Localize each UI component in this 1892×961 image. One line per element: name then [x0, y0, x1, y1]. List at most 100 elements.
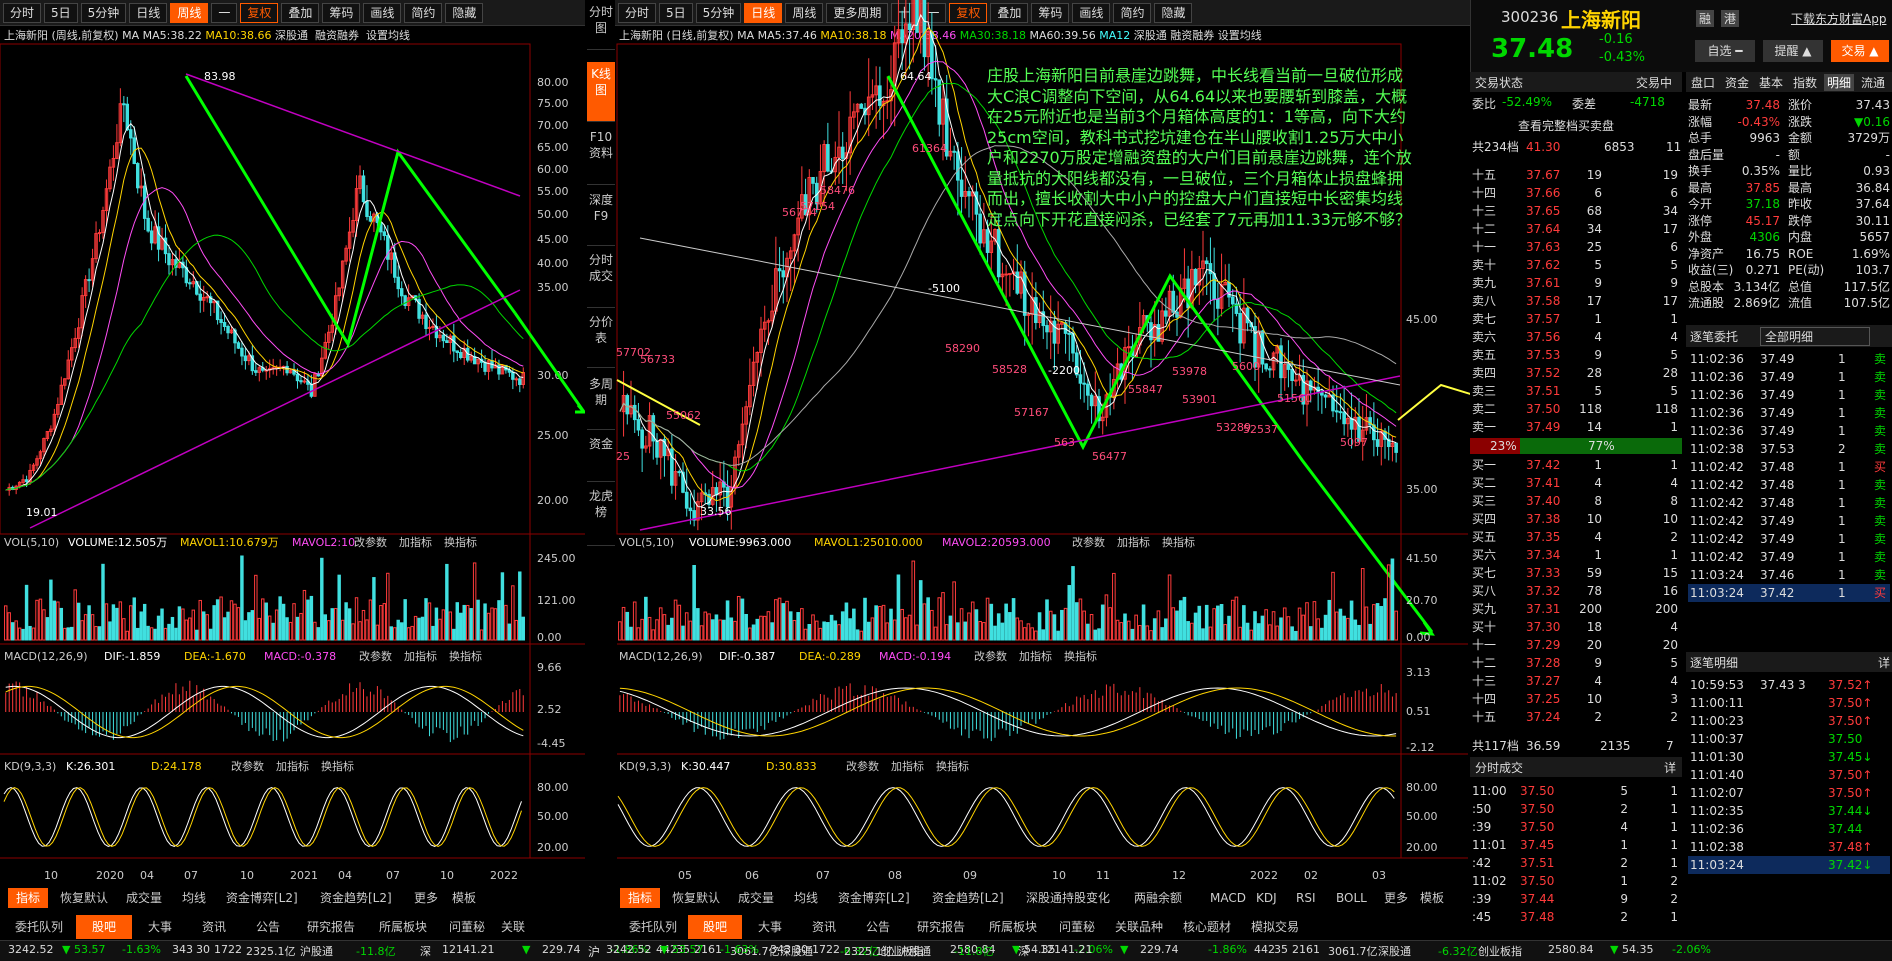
vtab-8[interactable]: 龙虎榜	[587, 484, 615, 546]
detail-more[interactable]: 详	[1878, 656, 1891, 670]
left-ind-tab-4[interactable]: 资金博弈[L2]	[226, 891, 298, 905]
download-app-link[interactable]: 下载东方财富App	[1791, 12, 1887, 26]
vtab-6[interactable]: 多周期	[587, 372, 615, 430]
content-tab-left-1[interactable]: 股吧	[76, 915, 132, 939]
main-sgt-button[interactable]: 深股通	[1133, 29, 1167, 42]
main-ind-tab-8[interactable]: MACD	[1210, 891, 1246, 905]
sell-level-row[interactable]: 卖五 37.53 9 5	[1470, 346, 1682, 364]
left-ind-tab-5[interactable]: 资金趋势[L2]	[320, 891, 392, 905]
toolbar-btn-3[interactable]: 日线	[744, 2, 783, 23]
toolbar-btn-2[interactable]: 5分钟	[80, 2, 127, 23]
content-tab-left-8[interactable]: 关联	[500, 920, 525, 934]
content-tab-mid-6[interactable]: 所属板块	[988, 920, 1037, 934]
toolbar-btn-13[interactable]: 隐藏	[1154, 2, 1193, 23]
content-tab-mid-7[interactable]: 问董秘	[1058, 920, 1095, 934]
sell-level-row[interactable]: 十一 37.63 25 6	[1470, 238, 1682, 256]
toolbar-btn-7[interactable]: 叠加	[281, 2, 320, 23]
buy-level-row[interactable]: 买六 37.34 1 1	[1470, 546, 1682, 564]
left-ind-tab-2[interactable]: 成交量	[126, 891, 163, 905]
sell-level-row[interactable]: 十三 37.65 68 34	[1470, 202, 1682, 220]
toolbar-btn-12[interactable]: 简约	[1113, 2, 1152, 23]
buy-level-row[interactable]: 买七 37.33 59 15	[1470, 564, 1682, 582]
sell-level-row[interactable]: 十五 37.67 19 19	[1470, 166, 1682, 184]
sell-level-row[interactable]: 卖四 37.52 28 28	[1470, 364, 1682, 382]
content-tab-left-5[interactable]: 研究报告	[306, 920, 355, 934]
main-ind-tab-2[interactable]: 成交量	[738, 891, 775, 905]
toolbar-btn-7[interactable]: 一	[920, 2, 947, 23]
toolbar-btn-2[interactable]: 5分钟	[695, 2, 742, 23]
sell-level-row[interactable]: 十二 37.64 34 17	[1470, 220, 1682, 238]
right-tab-4[interactable]: 明细	[1824, 74, 1855, 91]
buy-level-row[interactable]: 买二 37.41 4 4	[1470, 474, 1682, 492]
content-tab-left-3[interactable]: 资讯	[201, 920, 226, 934]
main-ind-tab-13[interactable]: 模板	[1420, 891, 1445, 905]
right-tab-0[interactable]: 盘口	[1691, 76, 1716, 90]
toolbar-btn-0[interactable]: 分时	[3, 2, 42, 23]
buy-level-row[interactable]: 十四 37.25 10 3	[1470, 690, 1682, 708]
main-ind-tab-0[interactable]: 指标	[620, 888, 661, 908]
main-set-ma-button[interactable]: 设置均线	[1217, 29, 1262, 42]
toolbar-btn-5[interactable]: 更多周期	[826, 2, 889, 23]
toolbar-btn-4[interactable]: 周线	[170, 2, 209, 23]
vtab-1[interactable]: K线图	[587, 62, 615, 122]
watchlist-button[interactable]: 自选 ━	[1695, 40, 1755, 62]
toolbar-btn-1[interactable]: 5日	[659, 2, 693, 23]
toolbar-btn-4[interactable]: 周线	[785, 2, 824, 23]
buy-level-row[interactable]: 买四 37.38 10 10	[1470, 510, 1682, 528]
content-tab-mid-3[interactable]: 资讯	[811, 920, 836, 934]
toolbar-btn-9[interactable]: 画线	[363, 2, 402, 23]
left-ind-tab-1[interactable]: 恢复默认	[60, 891, 109, 905]
right-tab-5[interactable]: 流通	[1861, 76, 1886, 90]
content-tab-mid-10[interactable]: 模拟交易	[1250, 920, 1299, 934]
sell-level-row[interactable]: 卖八 37.58 17 17	[1470, 292, 1682, 310]
left-ind-tab-6[interactable]: 更多	[414, 891, 439, 905]
buy-level-row[interactable]: 十五 37.24 2 2	[1470, 708, 1682, 726]
main-ind-tab-12[interactable]: 更多	[1384, 891, 1409, 905]
content-tab-mid-5[interactable]: 研究报告	[916, 920, 965, 934]
toolbar-btn-10[interactable]: 筹码	[1031, 2, 1070, 23]
rong-badge[interactable]: 融	[1696, 10, 1715, 27]
sell-level-row[interactable]: 卖十 37.62 5 5	[1470, 256, 1682, 274]
toolbar-btn-9[interactable]: 叠加	[990, 2, 1029, 23]
toolbar-btn-11[interactable]: 隐藏	[445, 2, 484, 23]
left-ind-tab-7[interactable]: 模板	[452, 891, 477, 905]
content-tab-mid-9[interactable]: 核心题材	[1182, 920, 1231, 934]
toolbar-btn-8[interactable]: 筹码	[322, 2, 361, 23]
main-ind-tab-4[interactable]: 资金博弈[L2]	[838, 891, 910, 905]
vtab-0[interactable]: 分时图	[587, 0, 615, 50]
vtab-3[interactable]: 深度F9	[587, 188, 615, 246]
content-tab-left-2[interactable]: 大事	[147, 920, 172, 934]
content-tab-left-4[interactable]: 公告	[255, 920, 280, 934]
toolbar-btn-11[interactable]: 画线	[1072, 2, 1111, 23]
vtab-7[interactable]: 资金	[587, 432, 615, 482]
buy-level-row[interactable]: 十二 37.28 9 5	[1470, 654, 1682, 672]
right-tab-2[interactable]: 基本	[1759, 76, 1784, 90]
content-tab-mid-8[interactable]: 关联品种	[1114, 920, 1163, 934]
buy-level-row[interactable]: 买三 37.40 8 8	[1470, 492, 1682, 510]
left-ind-tab-0[interactable]: 指标	[8, 888, 49, 908]
main-ind-tab-5[interactable]: 资金趋势[L2]	[932, 891, 1004, 905]
toolbar-btn-1[interactable]: 5日	[44, 2, 78, 23]
main-ind-tab-6[interactable]: 深股通持股变化	[1026, 891, 1111, 905]
toolbar-btn-3[interactable]: 日线	[129, 2, 168, 23]
buy-level-row[interactable]: 买一 37.42 1 1	[1470, 456, 1682, 474]
toolbar-btn-0[interactable]: 分时	[618, 2, 657, 23]
buy-level-row[interactable]: 买九 37.31 200 200	[1470, 600, 1682, 618]
left-ind-tab-3[interactable]: 均线	[182, 891, 207, 905]
sell-level-row[interactable]: 卖九 37.61 9 9	[1470, 274, 1682, 292]
right-tab-1[interactable]: 资金	[1725, 76, 1750, 90]
toolbar-btn-8[interactable]: 复权	[949, 2, 988, 23]
main-ind-tab-9[interactable]: KDJ	[1256, 891, 1277, 905]
vtab-5[interactable]: 分价表	[587, 310, 615, 368]
left-rzrq-button[interactable]: 融资融券	[315, 29, 360, 42]
content-tab-mid-0[interactable]: 委托队列	[628, 920, 677, 934]
buy-level-row[interactable]: 买十 37.30 18 4	[1470, 618, 1682, 636]
content-tab-left-7[interactable]: 问董秘	[448, 920, 485, 934]
buy-level-row[interactable]: 买五 37.35 4 2	[1470, 528, 1682, 546]
left-weekly-chart[interactable]: 80.00 75.00 70.00 65.00 60.00 55.00 50.00 45.00…	[0, 0, 585, 885]
content-tab-mid-4[interactable]: 公告	[865, 920, 890, 934]
vtab-2[interactable]: F10资料	[587, 125, 615, 185]
right-tab-3[interactable]: 指数	[1793, 76, 1818, 90]
left-sgt-button[interactable]: 深股通	[275, 29, 309, 42]
